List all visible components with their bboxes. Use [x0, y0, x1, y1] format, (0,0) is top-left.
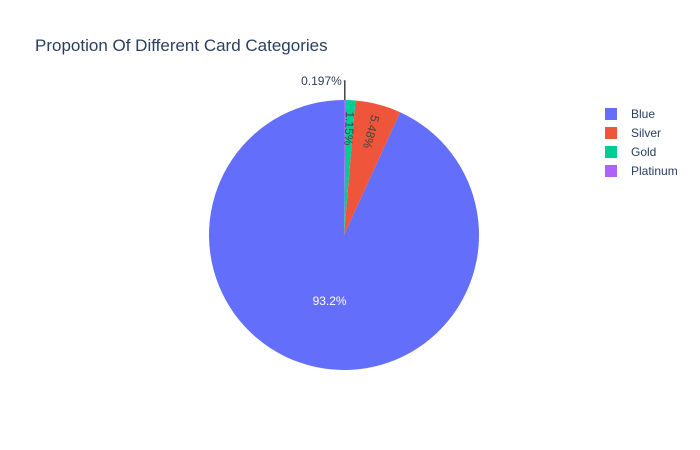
slice-leader-line-platinum — [343, 80, 346, 100]
chart-title: Propotion Of Different Card Categories — [35, 36, 328, 55]
pie-slice-blue[interactable] — [209, 100, 480, 370]
legend-swatch-platinum — [605, 165, 617, 177]
legend-label-silver: Silver — [631, 126, 661, 140]
legend-label-platinum: Platinum — [631, 164, 678, 178]
legend-swatch-blue — [605, 108, 617, 120]
pie-slice-platinum[interactable] — [344, 100, 346, 235]
pie-slice-labels: 93.2%5.48%1.15%0.197% — [301, 74, 382, 308]
legend-swatch-silver — [605, 127, 617, 139]
pie-slice-gold[interactable] — [344, 100, 356, 235]
slice-label-blue: 93.2% — [313, 294, 347, 308]
legend-label-gold: Gold — [631, 145, 656, 159]
legend-swatch-gold — [605, 146, 617, 158]
legend-item-blue[interactable]: Blue — [605, 107, 655, 121]
legend-label-blue: Blue — [631, 107, 655, 121]
legend-item-gold[interactable]: Gold — [605, 145, 656, 159]
slice-label-platinum: 0.197% — [301, 74, 342, 88]
legend-item-platinum[interactable]: Platinum — [605, 164, 678, 178]
legend-item-silver[interactable]: Silver — [605, 126, 661, 140]
slice-label-gold: 1.15% — [341, 111, 357, 146]
pie-slices — [209, 100, 480, 370]
legend: Blue Silver Gold Platinum — [605, 107, 678, 178]
pie-slice-silver[interactable] — [344, 100, 401, 235]
